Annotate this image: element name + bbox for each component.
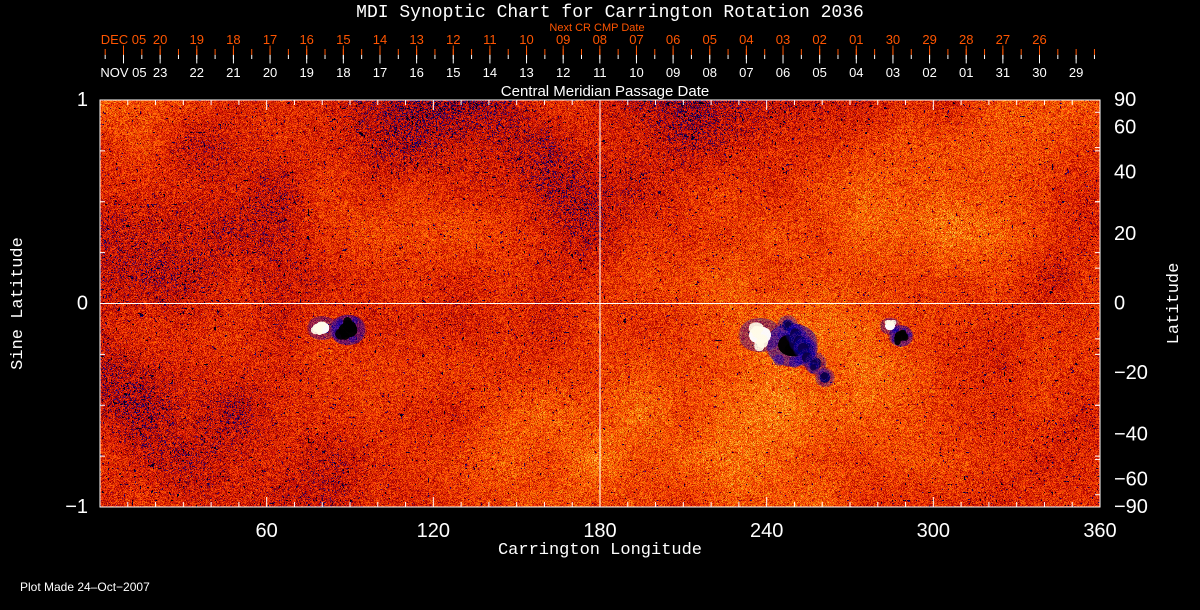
svg-text:0: 0: [1114, 293, 1125, 315]
svg-text:15: 15: [336, 32, 350, 47]
svg-text:30: 30: [886, 32, 900, 47]
svg-text:08: 08: [593, 32, 607, 47]
svg-text:Sine Latitude: Sine Latitude: [9, 237, 28, 370]
svg-text:120: 120: [417, 520, 450, 542]
svg-text:180: 180: [583, 520, 616, 542]
svg-text:Latitude: Latitude: [1165, 263, 1184, 345]
svg-text:19: 19: [190, 32, 204, 47]
svg-text:06: 06: [666, 32, 680, 47]
svg-text:01: 01: [849, 32, 863, 47]
svg-text:0: 0: [77, 293, 88, 315]
svg-text:DEC 05: DEC 05: [101, 32, 147, 47]
svg-text:05: 05: [703, 32, 717, 47]
svg-text:02: 02: [922, 65, 936, 80]
svg-text:01: 01: [959, 65, 973, 80]
svg-text:29: 29: [1069, 65, 1083, 80]
svg-text:NOV 05: NOV 05: [100, 65, 146, 80]
svg-text:60: 60: [1114, 116, 1136, 138]
svg-text:15: 15: [446, 65, 460, 80]
svg-text:05: 05: [812, 65, 826, 80]
svg-text:13: 13: [519, 65, 533, 80]
svg-text:13: 13: [409, 32, 423, 47]
svg-text:10: 10: [519, 32, 533, 47]
svg-text:11: 11: [483, 32, 497, 47]
svg-text:11: 11: [593, 65, 607, 80]
svg-text:03: 03: [886, 65, 900, 80]
svg-text:22: 22: [190, 65, 204, 80]
svg-text:−1: −1: [65, 496, 88, 518]
svg-text:90: 90: [1114, 89, 1136, 111]
svg-text:12: 12: [556, 65, 570, 80]
svg-text:06: 06: [776, 65, 790, 80]
svg-text:MDI Synoptic Chart for Carring: MDI Synoptic Chart for Carrington Rotati…: [356, 3, 864, 23]
svg-text:19: 19: [299, 65, 313, 80]
svg-text:30: 30: [1032, 65, 1046, 80]
svg-text:17: 17: [263, 32, 277, 47]
svg-text:03: 03: [776, 32, 790, 47]
svg-text:12: 12: [446, 32, 460, 47]
svg-text:20: 20: [1114, 223, 1136, 245]
svg-text:16: 16: [299, 32, 313, 47]
svg-text:18: 18: [226, 32, 240, 47]
svg-text:−20: −20: [1114, 362, 1148, 384]
svg-text:26: 26: [1032, 32, 1046, 47]
svg-text:300: 300: [917, 520, 950, 542]
svg-text:60: 60: [256, 520, 278, 542]
svg-text:23: 23: [153, 65, 167, 80]
svg-text:09: 09: [556, 32, 570, 47]
svg-text:−60: −60: [1114, 469, 1148, 491]
svg-text:17: 17: [373, 65, 387, 80]
svg-text:Central Meridian Passage Date: Central Meridian Passage Date: [501, 83, 709, 100]
svg-text:10: 10: [629, 65, 643, 80]
svg-text:20: 20: [263, 65, 277, 80]
svg-text:04: 04: [849, 65, 863, 80]
svg-text:04: 04: [739, 32, 753, 47]
svg-text:29: 29: [922, 32, 936, 47]
svg-text:−90: −90: [1114, 496, 1148, 518]
svg-text:27: 27: [996, 32, 1010, 47]
svg-text:21: 21: [226, 65, 240, 80]
svg-text:18: 18: [336, 65, 350, 80]
svg-text:08: 08: [703, 65, 717, 80]
svg-text:360: 360: [1083, 520, 1116, 542]
svg-text:14: 14: [483, 65, 497, 80]
svg-text:−40: −40: [1114, 423, 1148, 445]
svg-text:02: 02: [812, 32, 826, 47]
svg-text:16: 16: [409, 65, 423, 80]
svg-text:1: 1: [77, 89, 88, 111]
svg-text:14: 14: [373, 32, 387, 47]
svg-text:Plot Made 24–Oct−2007: Plot Made 24–Oct−2007: [20, 580, 150, 594]
svg-text:07: 07: [739, 65, 753, 80]
svg-text:28: 28: [959, 32, 973, 47]
svg-text:20: 20: [153, 32, 167, 47]
svg-text:31: 31: [996, 65, 1010, 80]
svg-text:40: 40: [1114, 162, 1136, 184]
svg-text:Carrington Longitude: Carrington Longitude: [498, 541, 702, 560]
svg-text:240: 240: [750, 520, 783, 542]
svg-text:07: 07: [629, 32, 643, 47]
svg-text:09: 09: [666, 65, 680, 80]
